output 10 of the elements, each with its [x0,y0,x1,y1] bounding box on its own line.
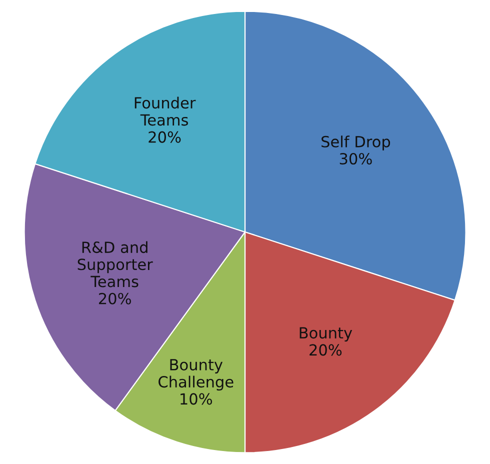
slice-label: Bounty [300,327,352,342]
data-label: 20% [148,131,181,143]
slice-label: R&D and Supporter Teams [78,241,153,288]
slice-label: Self Drop [322,136,390,150]
slice-label: Bounty Challenge [158,359,234,391]
slice-label: Founder Teams [134,96,196,126]
data-label: 20% [310,344,342,356]
data-label: 30% [340,152,372,165]
data-label: 20% [98,292,131,304]
data-label: 10% [180,393,212,405]
